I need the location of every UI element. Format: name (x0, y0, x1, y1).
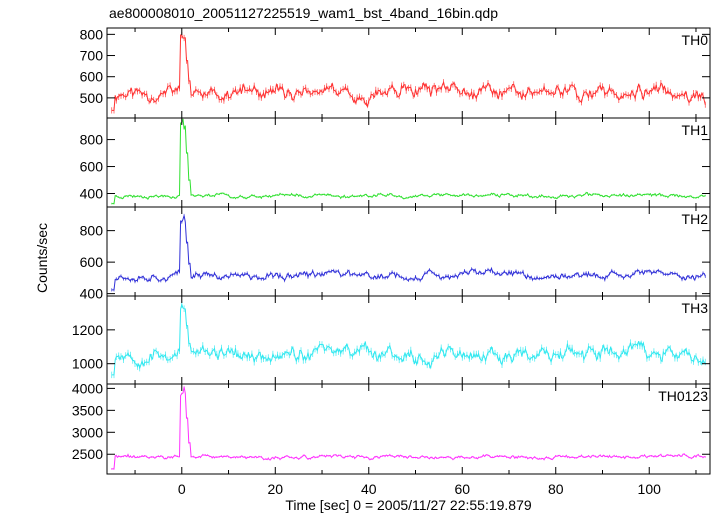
series-line-th0123 (111, 386, 706, 470)
y-tick-label: 800 (80, 26, 104, 42)
errorbars-th1 (111, 122, 706, 205)
x-tick-label: 60 (454, 481, 470, 497)
y-tick-label: 600 (80, 254, 104, 270)
x-tick-label: 40 (361, 481, 377, 497)
y-tick-label: 3000 (72, 424, 103, 440)
x-tick-label: 0 (178, 481, 186, 497)
x-tick-label: 100 (638, 481, 662, 497)
x-axis-label: Time [sec] 0 = 2005/11/27 22:55:19.879 (285, 497, 532, 513)
series-line-th3 (111, 302, 706, 376)
x-tick-label: 80 (548, 481, 564, 497)
panel-frame-th2 (106, 206, 711, 297)
y-tick-label: 4000 (72, 380, 103, 396)
panel-label-th0123: TH0123 (658, 388, 708, 404)
y-tick-label: 500 (80, 90, 104, 106)
panel-frame-th0 (106, 27, 711, 119)
panel-label-th3: TH3 (682, 300, 709, 316)
y-tick-label: 3500 (72, 402, 103, 418)
panel-frame-th1 (106, 117, 711, 208)
y-tick-label: 800 (80, 223, 104, 239)
panel-label-th1: TH1 (682, 122, 709, 138)
series-line-th2 (111, 215, 706, 291)
errorbars-th3 (111, 301, 706, 379)
y-tick-label: 400 (80, 186, 104, 202)
y-tick-label: 700 (80, 48, 104, 64)
panel-label-th0: TH0 (682, 32, 709, 48)
y-tick-label: 600 (80, 159, 104, 175)
y-tick-label: 2500 (72, 446, 103, 462)
panel-frame-th0123 (106, 383, 711, 475)
series-line-th1 (111, 118, 706, 205)
y-tick-label: 400 (80, 286, 104, 302)
y-tick-label: 800 (80, 132, 104, 148)
y-tick-label: 1200 (72, 322, 103, 338)
y-axis-label: Counts/sec (34, 222, 50, 294)
x-tick-label: 20 (267, 481, 283, 497)
errorbars-th0 (111, 32, 706, 114)
series-line-th0 (111, 34, 706, 111)
y-tick-label: 1000 (72, 356, 103, 372)
y-tick-label: 600 (80, 69, 104, 85)
panel-label-th2: TH2 (682, 211, 709, 227)
panel-frame-th3 (106, 295, 711, 385)
file-title: ae800008010_20051127225519_wam1_bst_4ban… (109, 5, 498, 21)
